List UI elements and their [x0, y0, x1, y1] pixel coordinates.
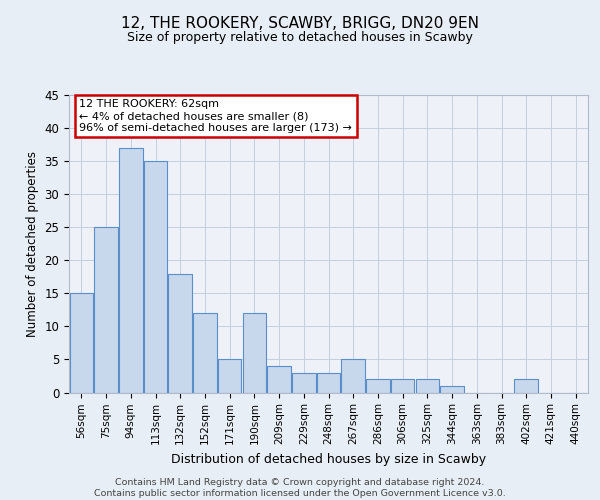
Bar — [218, 360, 241, 392]
Bar — [242, 313, 266, 392]
Bar — [514, 380, 538, 392]
Text: 12, THE ROOKERY, SCAWBY, BRIGG, DN20 9EN: 12, THE ROOKERY, SCAWBY, BRIGG, DN20 9EN — [121, 16, 479, 31]
Bar — [391, 380, 415, 392]
X-axis label: Distribution of detached houses by size in Scawby: Distribution of detached houses by size … — [171, 452, 486, 466]
Bar — [70, 294, 93, 392]
Text: 12 THE ROOKERY: 62sqm
← 4% of detached houses are smaller (8)
96% of semi-detach: 12 THE ROOKERY: 62sqm ← 4% of detached h… — [79, 100, 352, 132]
Bar — [94, 227, 118, 392]
Bar — [292, 372, 316, 392]
Bar — [341, 360, 365, 392]
Bar — [440, 386, 464, 392]
Text: Size of property relative to detached houses in Scawby: Size of property relative to detached ho… — [127, 31, 473, 44]
Bar — [268, 366, 291, 392]
Bar — [366, 380, 389, 392]
Bar — [169, 274, 192, 392]
Bar — [416, 380, 439, 392]
Bar — [144, 161, 167, 392]
Bar — [317, 372, 340, 392]
Text: Contains HM Land Registry data © Crown copyright and database right 2024.
Contai: Contains HM Land Registry data © Crown c… — [94, 478, 506, 498]
Bar — [119, 148, 143, 392]
Bar — [193, 313, 217, 392]
Y-axis label: Number of detached properties: Number of detached properties — [26, 151, 39, 337]
